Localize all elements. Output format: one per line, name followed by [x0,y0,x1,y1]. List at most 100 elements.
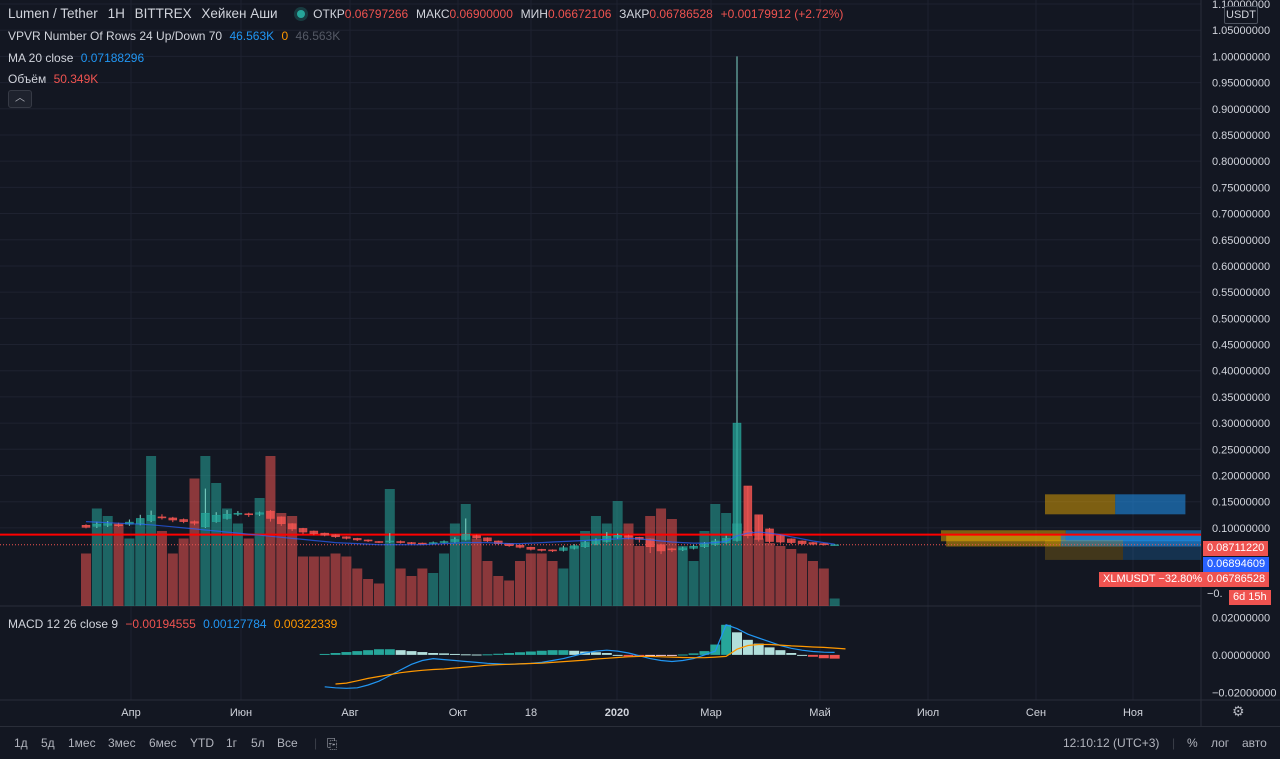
volume-bar [764,543,775,606]
volume-bar [395,568,406,606]
candle-body [277,516,286,524]
candle-body [548,549,557,552]
volume-bar [493,576,504,606]
date-range-icon[interactable]: ⎘ [327,736,338,751]
price-tick-label: 0.80000000 [1212,156,1270,168]
currency-button[interactable]: USDT [1224,6,1258,24]
candle-body [645,538,655,548]
macd-legend[interactable]: MACD 12 26 close 9 −0.00194555 0.0012778… [8,617,341,631]
bottom-toolbar: 1д 5д 1мес 3мес 6мес YTD 1г 5л Все | ⎘ 1… [0,726,1280,759]
time-tick-label: Июн [230,707,252,719]
tf-5y[interactable]: 5л [251,736,265,750]
candle-body [765,528,774,542]
volume-bar [558,568,569,606]
macd-hist-bar [786,653,797,655]
candle-body [483,537,492,542]
candle-body [808,542,818,545]
volume-bar [699,531,710,606]
open-label: ОТКР [313,7,345,21]
volume-bar [460,504,471,606]
change-value: +0.00179912 (+2.72%) [720,7,844,21]
volume-bar [373,583,384,606]
candle-body [363,539,373,542]
interval[interactable]: 1H [107,6,125,21]
macd-hist-bar [656,654,667,656]
candle-body [190,521,199,524]
macd-signal-value: 0.00322339 [273,617,338,631]
macd-tick-label: 0.00000000 [1212,650,1270,662]
macd-hist-bar [319,653,330,655]
time-tick-label: 2020 [605,707,629,719]
candle-body [103,523,112,526]
percent-toggle[interactable]: % [1187,736,1198,750]
last-price-tag: 0.06786528 [1203,572,1270,587]
candle-body [385,540,395,543]
volume-bar [547,561,558,606]
candle-body [721,538,731,543]
auto-toggle[interactable]: авто [1242,736,1267,750]
price-tick-label: 0.90000000 [1212,104,1270,116]
candle-body [797,540,807,544]
price-tick-label: 0.35000000 [1212,392,1270,404]
price-tick-label: 0.75000000 [1212,182,1270,194]
tf-all[interactable]: Все [277,736,298,750]
candle-body [678,547,687,551]
volume-bar [243,538,254,606]
volume-bar [276,513,287,606]
tf-5d[interactable]: 5д [41,736,55,750]
candle-body [743,485,753,537]
volume-bar [601,523,612,606]
macd-hist-bar [330,653,341,655]
macd-hist-bar [732,632,742,655]
low-value: 0.06672106 [547,7,612,21]
macd-tick-label: −0.02000000 [1212,687,1277,699]
candle-body [819,543,829,545]
vpvr-down-row [1115,494,1186,515]
candle-body [537,549,546,551]
macd-hist-bar [797,654,808,656]
macd-hist-bar [601,653,612,655]
volume-bar [753,538,764,606]
price-tick-label: 0.10000000 [1212,523,1270,535]
clock[interactable]: 12:10:12 (UTC+3) [1063,736,1160,750]
chart-canvas[interactable]: 1.10000000 1.05000000 1.00000000 0.95000000… [0,0,1280,726]
macd-signal-line [335,643,846,685]
macd-hist-bar [688,653,699,655]
volume-bar [124,538,135,606]
macd-hist-bar [417,652,428,655]
macd-hist-bar [363,650,374,655]
vpvr-down-row [1060,535,1201,547]
exchange: BITTREX [134,6,192,21]
candle-body [407,542,416,544]
symbol-name[interactable]: Lumen / Tether [8,6,98,21]
macd-hist-bar [395,650,406,655]
vpvr-down-row [1123,539,1201,560]
vpvr-legend[interactable]: VPVR Number Of Rows 24 Up/Down 70 46.563… [8,29,344,43]
market-status-icon [297,10,306,19]
volume-legend[interactable]: Объём 50.349K [8,72,102,86]
tf-6m[interactable]: 6мес [149,736,177,750]
candle-body [157,516,167,519]
vpvr-up-row [1045,539,1123,560]
log-toggle[interactable]: лог [1211,736,1230,750]
volume-bar [688,561,699,606]
volume-bar [786,549,797,606]
tf-1m[interactable]: 1мес [68,736,96,750]
ma-legend[interactable]: MA 20 close 0.07188296 [8,51,148,65]
candle-body [114,524,123,527]
collapse-legend-button[interactable]: ︿ [8,90,32,108]
gear-icon[interactable]: ⚙ [1232,703,1245,719]
price-tick-label: 0.15000000 [1212,497,1270,509]
tf-1d[interactable]: 1д [14,736,28,750]
candle-body [439,541,449,543]
ma-label: MA 20 close [8,51,74,65]
macd-hist-bar [829,654,840,659]
candle-body [418,542,427,545]
low-label: МИН [520,7,548,21]
macd-hist-bar [439,653,450,655]
volume-bar [829,598,840,606]
tf-1y[interactable]: 1г [226,736,238,750]
tf-ytd[interactable]: YTD [190,736,214,750]
vpvr-label: VPVR Number Of Rows 24 Up/Down 70 [8,29,223,43]
tf-3m[interactable]: 3мес [108,736,136,750]
